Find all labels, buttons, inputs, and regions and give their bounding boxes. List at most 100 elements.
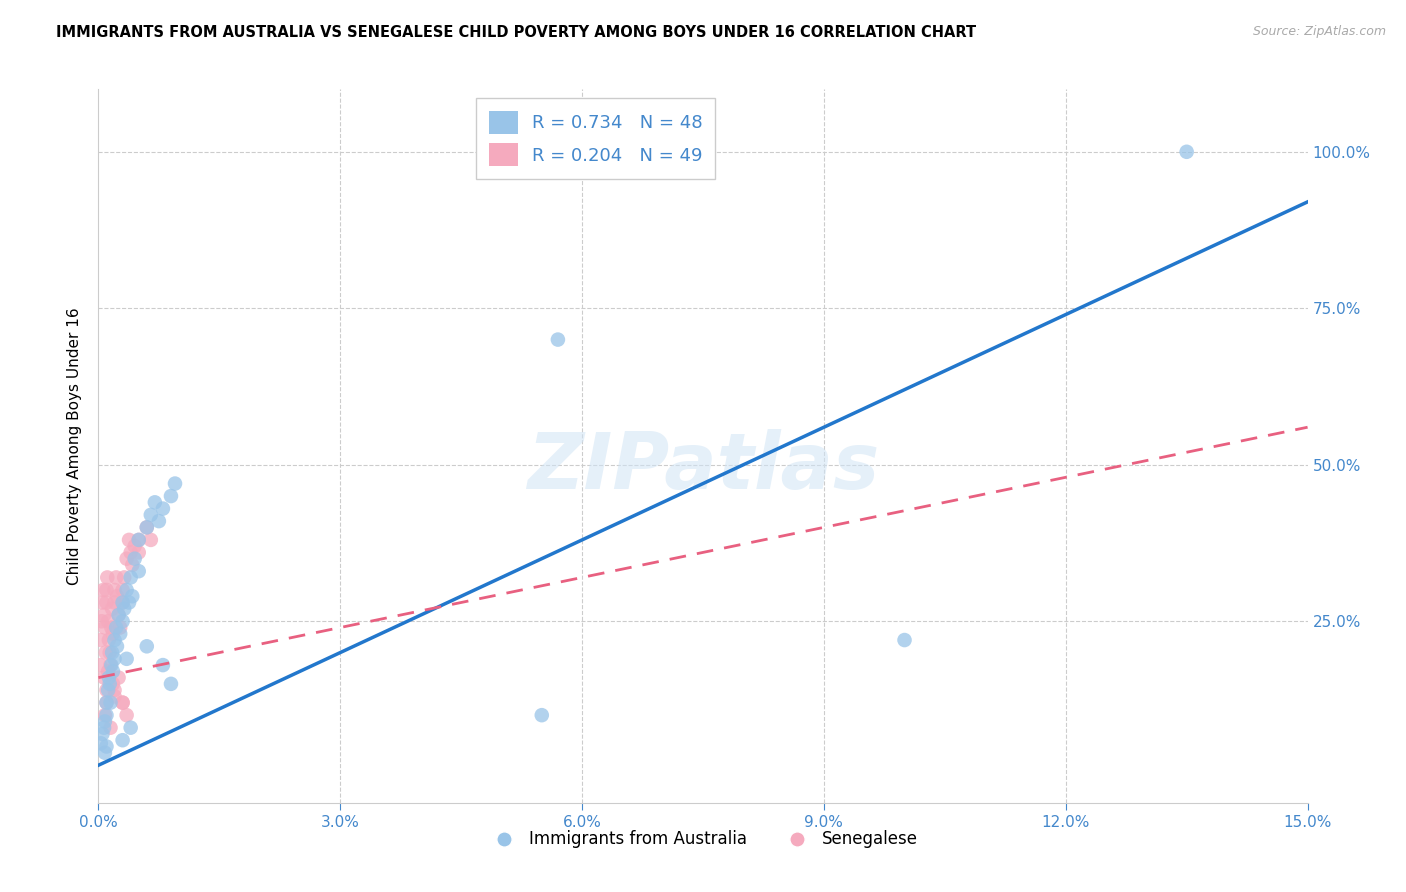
Point [111,595,134,609]
Point [96,696,118,710]
Point [120,545,142,559]
Point [101,601,124,615]
Point [120,570,142,584]
Point [97,665,120,679]
Point [115,708,138,723]
Point [98,646,121,660]
Point [111,582,134,597]
Point [135,640,157,654]
Point [98,677,121,691]
Point [152,658,174,673]
Point [530,708,553,723]
Point [163,476,186,491]
Point [105,589,128,603]
Point [91,595,114,609]
Point [89,658,111,673]
Point [143,495,166,509]
Point [118,533,141,547]
Text: Source: ZipAtlas.com: Source: ZipAtlas.com [1253,25,1386,38]
Point [148,514,170,528]
Point [91,582,114,597]
Point [107,671,129,685]
Point [128,533,150,547]
Point [139,508,162,522]
Point [128,564,150,578]
Point [112,570,135,584]
Point [105,621,128,635]
Point [111,614,134,628]
Point [97,633,120,648]
Point [96,739,118,754]
Point [100,696,122,710]
Point [111,733,134,747]
Point [893,633,915,648]
Point [90,614,112,628]
Point [107,607,129,622]
Point [121,589,143,603]
Point [97,614,120,628]
Point [115,551,138,566]
Point [103,633,125,648]
Point [115,652,138,666]
Point [160,489,183,503]
Point [96,696,118,710]
Point [1175,145,1198,159]
Point [103,595,125,609]
Point [120,721,142,735]
Point [90,736,112,750]
Point [100,621,122,635]
Point [107,607,129,622]
Point [547,333,569,347]
Point [128,545,150,559]
Point [94,714,117,729]
Point [112,601,135,615]
Point [94,708,117,723]
Legend: Immigrants from Australia, Senegalese: Immigrants from Australia, Senegalese [481,824,925,855]
Point [111,595,134,609]
Point [108,627,131,641]
Point [100,721,122,735]
Point [100,658,122,673]
Point [96,570,118,584]
Point [94,646,117,660]
Y-axis label: Child Poverty Among Boys Under 16: Child Poverty Among Boys Under 16 [66,307,82,585]
Point [103,683,125,698]
Point [118,595,141,609]
Point [91,727,114,741]
Point [101,646,124,660]
Text: IMMIGRANTS FROM AUSTRALIA VS SENEGALESE CHILD POVERTY AMONG BOYS UNDER 16 CORREL: IMMIGRANTS FROM AUSTRALIA VS SENEGALESE … [56,25,976,40]
Point [135,520,157,534]
Point [97,683,120,698]
Point [93,671,115,685]
Point [94,746,117,760]
Point [128,533,150,547]
Point [124,551,146,566]
Point [103,690,125,704]
Point [103,582,125,597]
Point [101,677,124,691]
Point [94,621,117,635]
Point [108,621,131,635]
Point [96,683,118,698]
Point [100,658,122,673]
Point [139,533,162,547]
Point [101,627,124,641]
Point [111,696,134,710]
Point [105,570,128,584]
Point [121,558,143,572]
Point [160,677,183,691]
Point [96,582,118,597]
Point [124,539,146,553]
Point [111,696,134,710]
Point [93,721,115,735]
Point [105,640,128,654]
Point [93,607,115,622]
Text: ZIPatlas: ZIPatlas [527,429,879,506]
Point [152,501,174,516]
Point [90,633,112,648]
Point [101,665,124,679]
Point [103,652,125,666]
Point [96,708,118,723]
Point [97,671,120,685]
Point [135,520,157,534]
